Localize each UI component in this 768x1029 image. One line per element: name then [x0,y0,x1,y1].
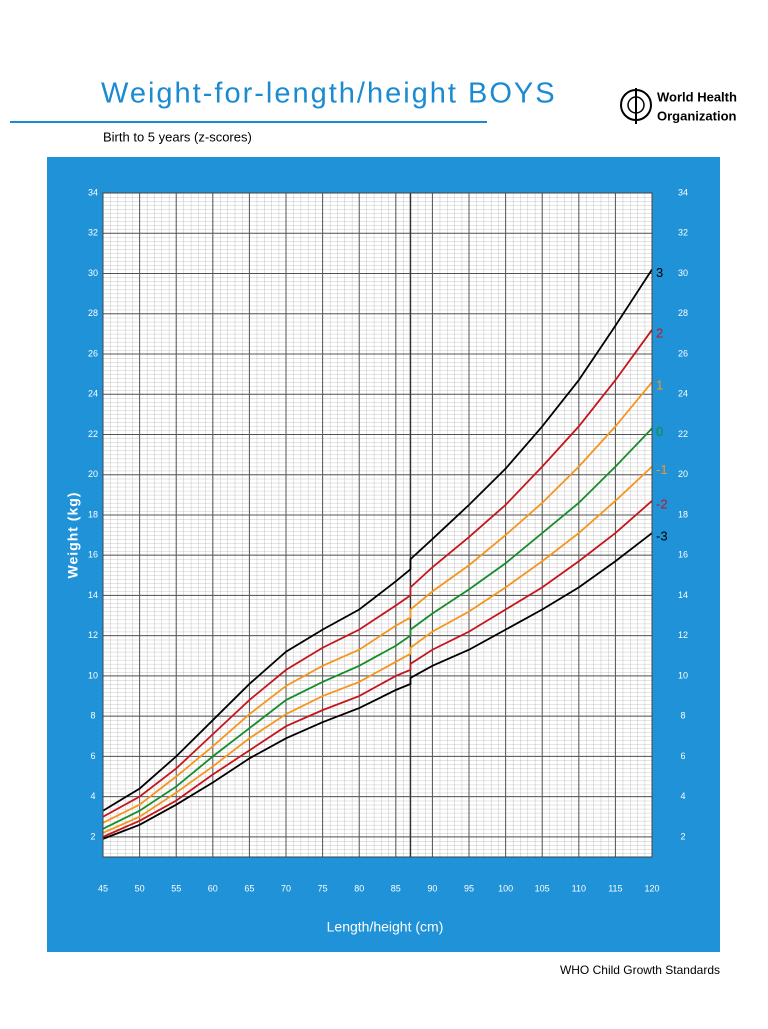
x-tick-label: 55 [171,883,181,893]
series-label: 3 [656,265,663,280]
footer: WHO Child Growth Standards [560,963,720,977]
x-tick-label: 70 [281,883,291,893]
series-label: -3 [656,528,668,543]
z-score-line [102,500,653,838]
y-tick-label-right: 14 [678,590,688,600]
plot [102,192,653,857]
logo-text: World Health [657,89,737,104]
y-tick-label: 24 [88,389,98,399]
series-label: -1 [656,462,668,477]
x-tick-label: 90 [427,883,437,893]
plot-border [102,192,653,858]
logo-text: Organization [657,108,737,123]
y-tick-label-right: 24 [678,389,688,399]
x-tick-label: 85 [391,883,401,893]
y-tick-label: 26 [88,348,98,358]
y-tick-label-right: 30 [678,268,688,278]
x-tick-label: 75 [318,883,328,893]
series-label: 1 [656,378,663,393]
y-tick-label: 10 [88,670,98,680]
subtitle: Birth to 5 years (z-scores) [103,129,252,144]
x-tick-label: 65 [244,883,254,893]
y-tick-label-right: 12 [678,630,688,640]
y-tick-label-right: 4 [680,791,685,801]
x-tick-label: 115 [608,883,622,893]
y-tick-label: 18 [88,509,98,519]
y-tick-label: 34 [88,187,98,197]
y-tick-label: 30 [88,268,98,278]
series-label: 0 [656,424,663,439]
y-tick-label-right: 16 [678,550,688,560]
minor-grid [103,193,652,857]
y-tick-label-right: 32 [678,228,688,238]
z-score-line [102,268,653,812]
z-score-line [102,532,653,840]
z-score-line [102,427,653,830]
y-tick-label-right: 10 [678,670,688,680]
y-tick-label-right: 6 [680,751,685,761]
y-axis-label: Weight (kg) [65,492,81,579]
y-tick-label: 4 [90,791,95,801]
y-tick-label: 32 [88,228,98,238]
y-tick-label: 14 [88,590,98,600]
series-label: -2 [656,496,668,511]
x-tick-label: 110 [572,883,586,893]
y-tick-label-right: 8 [680,711,685,721]
y-tick-label-right: 34 [678,187,688,197]
y-tick-label: 12 [88,630,98,640]
y-tick-label: 8 [90,711,95,721]
z-score-line [102,465,653,834]
series-label: 2 [656,325,663,340]
y-tick-label: 2 [90,831,95,841]
x-tick-label: 60 [208,883,218,893]
y-tick-label-right: 26 [678,348,688,358]
y-tick-label: 16 [88,550,98,560]
x-tick-label: 95 [464,883,474,893]
chart-title: Weight-for-length/height BOYS [101,78,557,110]
x-tick-label: 105 [535,883,550,893]
x-tick-label: 80 [354,883,364,893]
y-tick-label: 20 [88,469,98,479]
y-tick-label-right: 2 [680,831,685,841]
x-tick-label: 50 [135,883,145,893]
y-tick-label-right: 20 [678,469,688,479]
y-tick-label-right: 22 [678,429,688,439]
x-tick-label: 120 [644,883,659,893]
x-tick-label: 100 [498,883,513,893]
z-score-line [102,329,653,818]
y-tick-label: 22 [88,429,98,439]
x-axis-label: Length/height (cm) [327,919,444,935]
y-tick-label-right: 28 [678,308,688,318]
y-tick-label-right: 18 [678,509,688,519]
y-tick-label: 28 [88,308,98,318]
z-score-line [102,381,653,824]
x-tick-label: 45 [98,883,108,893]
who-logo: World Health Organization [620,88,737,124]
y-tick-label: 6 [90,751,95,761]
